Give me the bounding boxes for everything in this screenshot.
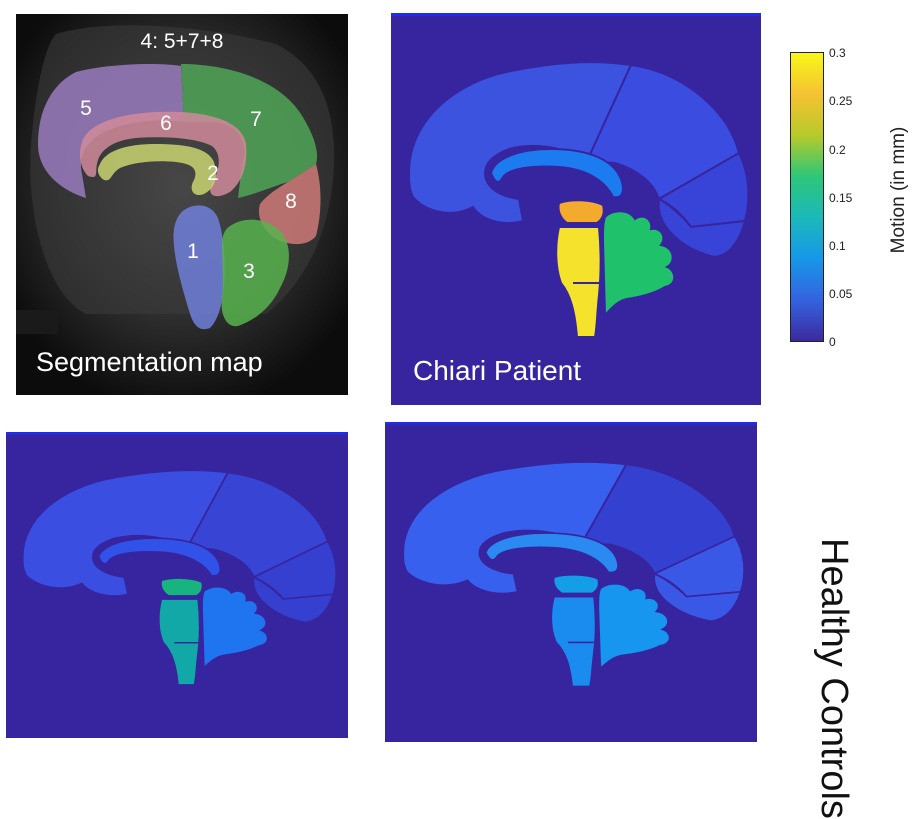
healthy-control-1-brain-map: [6, 432, 348, 738]
healthy-controls-label: Healthy Controls: [813, 538, 855, 819]
region-cerebrum-front: [402, 461, 628, 595]
chiari-patient-label: Chiari Patient: [413, 355, 582, 386]
region-5-shape: [38, 64, 184, 198]
map-top-edge: [385, 422, 757, 425]
region-7-label: 7: [250, 108, 262, 131]
colorbar-tick: 0.3: [829, 46, 846, 60]
region-2-label: 2: [207, 162, 219, 185]
mri-corner-patch: [16, 310, 58, 334]
region-cerebrum-front: [407, 61, 633, 225]
colorbar-tick: 0.2: [829, 143, 846, 157]
region-8-label: 8: [285, 190, 297, 213]
region-6-shape: [80, 111, 247, 197]
region-corpus-callosum: [489, 147, 624, 199]
region-cerebrum-top: [580, 463, 737, 576]
segmentation-map-image: [16, 14, 348, 395]
region-cerebrum-front: [21, 469, 230, 597]
map-top-edge: [6, 432, 348, 435]
combination-label: 4: 5+7+8: [140, 30, 224, 53]
region-pons-upper: [552, 574, 600, 595]
segmentation-map-label: Segmentation map: [36, 347, 263, 377]
region-cerebrum-top: [585, 63, 741, 201]
region-1-shape: [173, 205, 225, 330]
colorbar-tick: 0.25: [829, 94, 853, 108]
region-cerebellum: [601, 210, 676, 318]
colorbar-title: Motion (in mm): [888, 126, 909, 254]
region-cerebrum-top: [185, 471, 329, 579]
colorbar-tick: 0: [829, 335, 836, 349]
region-5-label: 5: [80, 97, 92, 120]
region-7-shape: [181, 64, 318, 198]
colorbar-tick: 0.05: [829, 287, 853, 301]
motion-colorbar: [790, 52, 824, 342]
segmentation-map-panel: 4: 5+7+8 5 6 7 2 8 1 3 Segmentation map: [16, 14, 348, 395]
colorbar-tick: 0.1: [829, 239, 846, 253]
region-pons-upper: [159, 577, 204, 597]
region-8-shape: [258, 164, 321, 245]
region-cerebrum-lower: [657, 197, 747, 259]
region-cerebrum-lower: [653, 572, 743, 623]
region-3-label: 3: [243, 260, 255, 283]
region-cerebellum: [597, 583, 671, 671]
healthy-control-1-panel: [6, 432, 348, 738]
chiari-brain-map: [391, 13, 761, 405]
healthy-control-2-brain-map: [385, 422, 757, 742]
region-1-label: 1: [187, 240, 199, 263]
region-corpus-callosum: [484, 532, 620, 574]
region-6-label: 6: [160, 112, 172, 135]
colorbar-tick: 0.15: [829, 191, 853, 205]
region-pons-upper: [557, 199, 605, 224]
region-cerebrum-lower: [252, 575, 335, 624]
map-top-edge: [391, 13, 761, 16]
region-2-shape: [97, 144, 216, 196]
region-corpus-callosum: [97, 537, 222, 577]
healthy-control-2-panel: [385, 422, 757, 742]
region-3-shape: [221, 219, 289, 327]
region-cerebellum: [201, 585, 269, 670]
region-brainstem: [157, 598, 201, 686]
chiari-patient-panel: Chiari Patient: [391, 13, 761, 405]
